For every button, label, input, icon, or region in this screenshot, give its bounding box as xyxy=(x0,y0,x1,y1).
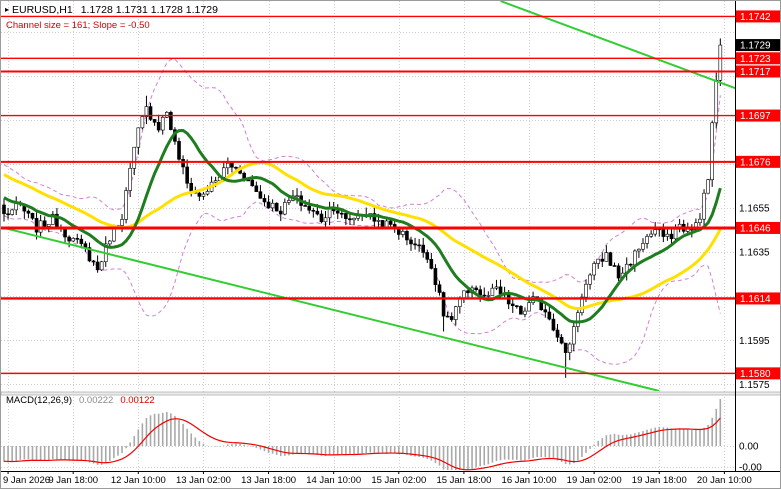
bollinger-bands xyxy=(3,58,721,365)
svg-text:16 Jan 10:00: 16 Jan 10:00 xyxy=(502,475,557,486)
ma-fast-green xyxy=(3,129,722,324)
svg-text:1.1717: 1.1717 xyxy=(740,67,771,78)
svg-text:15 Jan 18:00: 15 Jan 18:00 xyxy=(436,475,491,486)
level-price-tag: 1.1697 xyxy=(736,109,780,122)
svg-text:15 Jan 02:00: 15 Jan 02:00 xyxy=(371,475,426,486)
svg-text:0.00: 0.00 xyxy=(739,442,759,453)
svg-text:1.1723: 1.1723 xyxy=(740,54,771,65)
trend-line-channel-lower[interactable] xyxy=(3,226,660,391)
svg-text:13 Jan 18:00: 13 Jan 18:00 xyxy=(241,475,296,486)
price-axis-labels: 1.1655 1.1635 1.1595 1.1575 0.00 -0.00 xyxy=(739,204,770,474)
svg-text:1.1614: 1.1614 xyxy=(740,294,771,305)
panel-divider[interactable] xyxy=(1,391,781,396)
svg-text:13 Jan 02:00: 13 Jan 02:00 xyxy=(176,475,231,486)
level-price-tag: 1.1614 xyxy=(736,292,780,305)
level-price-tag: 1.1646 xyxy=(736,221,780,234)
macd-histogram xyxy=(3,398,722,470)
svg-text:9 Jan 18:00: 9 Jan 18:00 xyxy=(48,475,98,486)
current-price-tag: 1.1729 xyxy=(736,39,780,52)
svg-text:20 Jan 10:00: 20 Jan 10:00 xyxy=(697,475,752,486)
svg-text:1.1676: 1.1676 xyxy=(740,157,771,168)
level-price-tag: 1.1717 xyxy=(736,65,780,78)
trend-line-descending-resistance[interactable] xyxy=(500,1,781,107)
svg-text:14 Jan 10:00: 14 Jan 10:00 xyxy=(306,475,361,486)
level-price-tag: 1.1742 xyxy=(736,10,780,23)
svg-text:1.1580: 1.1580 xyxy=(740,369,771,380)
svg-text:1.1575: 1.1575 xyxy=(739,380,770,391)
level-price-tag: 1.1676 xyxy=(736,155,780,168)
svg-text:1.1646: 1.1646 xyxy=(740,223,771,234)
svg-text:19 Jan 02:00: 19 Jan 02:00 xyxy=(567,475,622,486)
grid xyxy=(1,1,735,471)
svg-text:12 Jan 10:00: 12 Jan 10:00 xyxy=(111,475,166,486)
svg-text:19 Jan 18:00: 19 Jan 18:00 xyxy=(632,475,687,486)
svg-text:9 Jan 2026: 9 Jan 2026 xyxy=(3,475,50,486)
svg-text:1.1729: 1.1729 xyxy=(740,41,771,52)
svg-text:1.1697: 1.1697 xyxy=(740,111,771,122)
level-price-tag: 1.1723 xyxy=(736,52,780,65)
level-price-tag: 1.1580 xyxy=(736,367,780,380)
svg-text:1.1742: 1.1742 xyxy=(740,12,771,23)
macd-signal-line xyxy=(3,417,721,471)
svg-text:1.1655: 1.1655 xyxy=(739,204,770,215)
svg-text:1.1595: 1.1595 xyxy=(739,336,770,347)
svg-text:1.1635: 1.1635 xyxy=(739,248,770,259)
svg-text:-0.00: -0.00 xyxy=(739,463,762,474)
